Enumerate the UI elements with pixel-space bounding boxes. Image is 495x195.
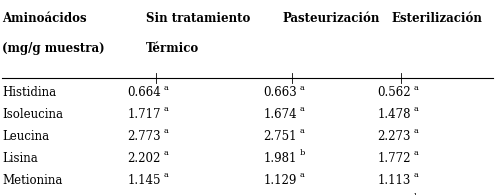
Text: a: a <box>413 127 418 135</box>
Text: a: a <box>299 84 304 92</box>
Text: a: a <box>299 171 304 179</box>
Text: a: a <box>299 127 304 135</box>
Text: a: a <box>163 193 168 195</box>
Text: Leucina: Leucina <box>2 130 50 143</box>
Text: Histidina: Histidina <box>2 86 56 99</box>
Text: a: a <box>413 105 418 113</box>
Text: 0.663: 0.663 <box>263 86 297 99</box>
Text: 1.145: 1.145 <box>127 174 161 187</box>
Text: a: a <box>163 171 168 179</box>
Text: a: a <box>299 193 304 195</box>
Text: a: a <box>163 84 168 92</box>
Text: Metionina: Metionina <box>2 174 63 187</box>
Text: 1.478: 1.478 <box>377 108 411 121</box>
Text: 2.273: 2.273 <box>377 130 411 143</box>
Text: 1.674: 1.674 <box>263 108 297 121</box>
Text: b: b <box>413 193 419 195</box>
Text: Esterilización: Esterilización <box>391 12 482 25</box>
Text: Aminoácidos: Aminoácidos <box>2 12 87 25</box>
Text: 2.773: 2.773 <box>127 130 161 143</box>
Text: 1.113: 1.113 <box>378 174 411 187</box>
Text: 0.562: 0.562 <box>377 86 411 99</box>
Text: Pasteurización: Pasteurización <box>282 12 380 25</box>
Text: Térmico: Térmico <box>146 42 199 55</box>
Text: 0.664: 0.664 <box>127 86 161 99</box>
Text: a: a <box>299 105 304 113</box>
Text: 2.202: 2.202 <box>128 152 161 165</box>
Text: (mg/g muestra): (mg/g muestra) <box>2 42 105 55</box>
Text: a: a <box>163 149 168 157</box>
Text: a: a <box>413 171 418 179</box>
Text: b: b <box>299 149 305 157</box>
Text: 2.751: 2.751 <box>263 130 297 143</box>
Text: Lisina: Lisina <box>2 152 38 165</box>
Text: Sin tratamiento: Sin tratamiento <box>146 12 250 25</box>
Text: a: a <box>163 105 168 113</box>
Text: 1.772: 1.772 <box>377 152 411 165</box>
Text: a: a <box>163 127 168 135</box>
Text: 1.129: 1.129 <box>264 174 297 187</box>
Text: 1.717: 1.717 <box>127 108 161 121</box>
Text: 1.981: 1.981 <box>264 152 297 165</box>
Text: a: a <box>413 149 418 157</box>
Text: Isoleucina: Isoleucina <box>2 108 63 121</box>
Text: a: a <box>413 84 418 92</box>
